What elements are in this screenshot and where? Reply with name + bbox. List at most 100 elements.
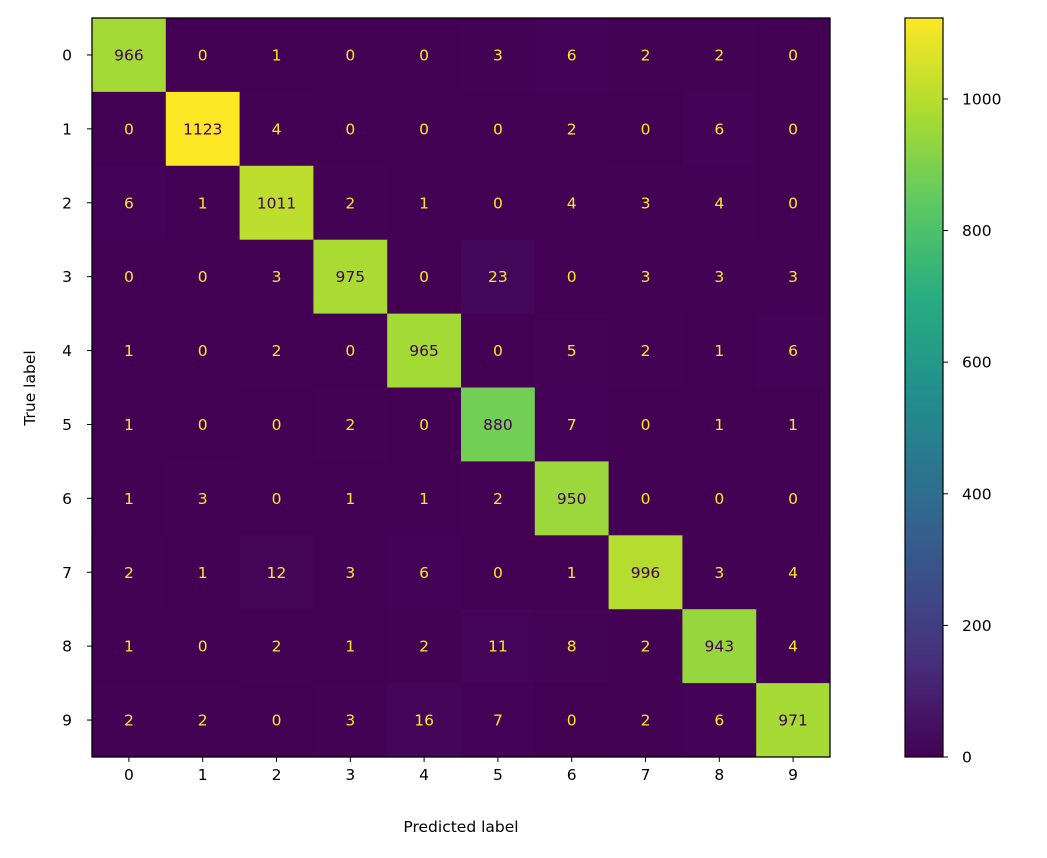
- cell-9-1: [165, 683, 241, 758]
- x-tick-label: 0: [124, 766, 134, 784]
- cell-3-3: [313, 239, 388, 315]
- x-tick-label: 6: [567, 766, 577, 784]
- cell-2-1: [165, 165, 241, 241]
- cell-6-1: [165, 461, 241, 536]
- cell-value: 0: [124, 268, 134, 286]
- cell-2-4: [387, 165, 462, 241]
- cell-value: 6: [714, 712, 724, 730]
- cell-value: 0: [567, 712, 577, 730]
- cell-value: 0: [788, 490, 798, 508]
- colorbar-tick-label: 400: [962, 485, 992, 503]
- cell-value: 0: [419, 46, 429, 64]
- cell-value: 0: [493, 342, 503, 360]
- y-tick-label: 1: [62, 120, 72, 138]
- cell-8-9: [756, 609, 831, 684]
- cell-value: 2: [198, 712, 208, 730]
- cell-value: 0: [198, 416, 208, 434]
- x-tick-label: 4: [419, 766, 429, 784]
- cell-1-5: [461, 91, 536, 167]
- cell-4-4: [387, 313, 462, 388]
- cell-value: 2: [714, 46, 724, 64]
- cell-value: 6: [419, 564, 429, 582]
- matrix-cells: 966 0 1 0 0 3 6 2 2 00 1123 4 0 0 0 2 0 6 06 1 1011 2 1 0 4 3 4 00 0…: [92, 18, 831, 758]
- cell-9-9: [756, 683, 831, 758]
- colorbar: [904, 17, 944, 758]
- cell-value: 1: [198, 564, 208, 582]
- cell-2-8: [682, 165, 757, 241]
- cell-value: 0: [419, 416, 429, 434]
- cell-value: 4: [567, 194, 577, 212]
- cell-1-4: [387, 91, 462, 167]
- cell-0-5: [461, 18, 536, 93]
- cell-7-0: [92, 535, 167, 610]
- cell-value: 6: [788, 342, 798, 360]
- y-tick-label: 6: [62, 490, 72, 508]
- cell-8-6: [534, 609, 610, 684]
- cell-1-7: [608, 91, 683, 167]
- cell-value: 0: [272, 416, 282, 434]
- cell-value: 1: [198, 194, 208, 212]
- cell-value: 2: [272, 638, 282, 656]
- cell-value: 4: [714, 194, 724, 212]
- cell-6-5: [461, 461, 536, 536]
- cell-2-5: [461, 165, 536, 241]
- cell-2-6: [534, 165, 610, 241]
- cell-value: 4: [788, 564, 798, 582]
- cell-value: 0: [198, 268, 208, 286]
- cell-value: 0: [345, 120, 355, 138]
- cell-9-6: [534, 683, 610, 758]
- x-tick-label: 9: [788, 766, 798, 784]
- cell-0-2: [239, 18, 314, 93]
- cell-8-8: [682, 609, 757, 684]
- cell-4-3: [313, 313, 388, 388]
- cell-4-6: [534, 313, 610, 388]
- cell-5-0: [92, 387, 167, 462]
- cell-value: 0: [714, 490, 724, 508]
- cell-value: 1123: [183, 120, 222, 138]
- cell-value: 996: [631, 564, 661, 582]
- cell-1-2: [239, 91, 314, 167]
- cell-8-3: [313, 609, 388, 684]
- cell-value: 966: [114, 46, 144, 64]
- cell-value: 1011: [257, 194, 296, 212]
- cell-7-3: [313, 535, 388, 610]
- cell-value: 4: [272, 120, 282, 138]
- y-tick-label: 0: [62, 46, 72, 64]
- y-tick-label: 9: [62, 712, 72, 730]
- cell-value: 0: [641, 416, 651, 434]
- cell-4-9: [756, 313, 831, 388]
- cell-value: 5: [567, 342, 577, 360]
- cell-0-4: [387, 18, 462, 93]
- cell-value: 2: [124, 564, 134, 582]
- cell-value: 2: [641, 638, 651, 656]
- cell-value: 4: [788, 638, 798, 656]
- cell-6-9: [756, 461, 831, 536]
- cell-value: 1: [124, 638, 134, 656]
- cell-1-0: [92, 91, 167, 167]
- cell-6-6: [534, 461, 610, 536]
- cell-4-0: [92, 313, 167, 388]
- colorbar-tick-label: 600: [962, 354, 992, 372]
- cell-5-4: [387, 387, 462, 462]
- cell-7-2: [239, 535, 314, 610]
- cell-7-5: [461, 535, 536, 610]
- cell-4-2: [239, 313, 314, 388]
- cell-value: 6: [567, 46, 577, 64]
- axes-frame: [91, 17, 831, 758]
- cell-value: 0: [493, 564, 503, 582]
- cell-value: 6: [124, 194, 134, 212]
- cell-3-6: [534, 239, 610, 315]
- cell-value: 975: [336, 268, 366, 286]
- cell-value: 0: [198, 342, 208, 360]
- y-tick-label: 7: [62, 564, 72, 582]
- cell-3-4: [387, 239, 462, 315]
- cell-value: 965: [409, 342, 439, 360]
- cell-value: 0: [641, 490, 651, 508]
- cell-8-0: [92, 609, 167, 684]
- cell-8-5: [461, 609, 536, 684]
- cell-5-9: [756, 387, 831, 462]
- cell-value: 3: [714, 564, 724, 582]
- cell-value: 1: [419, 490, 429, 508]
- x-tick-label: 5: [493, 766, 503, 784]
- cell-5-2: [239, 387, 314, 462]
